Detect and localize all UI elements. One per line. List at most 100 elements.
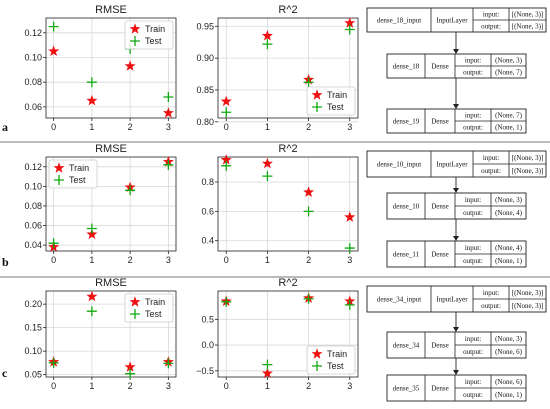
network-c-layer-2-input-shape: (None, 6) — [495, 378, 522, 386]
chart-c-rmse-y-tick-label-0: 0.05 — [24, 370, 42, 380]
chart-b-rmse-title: RMSE — [95, 143, 127, 155]
chart-c-rmse-title: RMSE — [95, 277, 127, 289]
network-b-layer-1-name: dense_10 — [393, 203, 420, 211]
network-b-layer-2-output-shape: (None, 1) — [495, 257, 522, 265]
network-b-layer-0-frame — [366, 150, 547, 178]
network-a-layer-0-input-label: input: — [483, 11, 499, 19]
network-c-layer-1-type: Dense — [431, 342, 449, 350]
network-a-layer-1: dense_18 Dense input: output: (None, 3) (None… — [386, 53, 527, 79]
chart-a-rmse-train-point-3 — [162, 107, 174, 118]
network-a-layer-2-name: dense_19 — [393, 118, 420, 126]
network-b-layer-0-output-label: output: — [481, 167, 501, 175]
chart-a-r2-y-tick-label-0: 0.80 — [196, 117, 214, 127]
network-c-layer-2: dense_35 Dense input: output: (None, 6) (None… — [386, 374, 527, 402]
network-b-layer-1-input-shape: (None, 3) — [495, 196, 522, 204]
chart-a-r2-legend-label-test: Test — [327, 102, 344, 112]
chart-a-rmse-train-point-2 — [124, 60, 136, 71]
network-a-layer-0-name: dense_18_input — [377, 17, 421, 25]
network-a-layer-1-type: Dense — [431, 63, 449, 71]
chart-b-r2-plot-frame — [217, 156, 359, 252]
chart-a-r2-legend: Train Test — [306, 86, 356, 116]
network-b-arrow-head-0 — [453, 188, 459, 193]
chart-b-rmse-test-point-2 — [125, 185, 136, 196]
chart-c-r2-test-point-3 — [344, 299, 355, 310]
chart-b-rmse-y-tick-label-0: 0.04 — [24, 240, 42, 250]
chart-c-r2-x-tick-label-3: 3 — [347, 381, 352, 391]
chart-a-r2: R^2 0 1 2 3 0.80 0.85 0.90 0.95 Train Test — [196, 4, 359, 132]
chart-b-rmse-y-tick-label-2: 0.08 — [24, 201, 42, 211]
chart-c-r2-y-tick-label-1: 0.0 — [201, 340, 214, 350]
chart-b-r2-train-point-0 — [220, 154, 232, 165]
chart-a-rmse-test-point-1 — [86, 77, 97, 88]
chart-c-rmse-x-tick-label-3: 3 — [166, 381, 171, 391]
chart-a-rmse-train-point-0 — [48, 45, 60, 56]
network-c-layer-2-input-label: input: — [465, 378, 481, 386]
chart-a-rmse-title: RMSE — [95, 4, 127, 16]
chart-b-r2-test-point-1 — [262, 171, 273, 182]
network-a-layer-0-output-shape: [(None, 3)] — [512, 23, 544, 31]
chart-c-r2-test-point-0 — [221, 296, 232, 307]
chart-a-r2-legend-marker-test — [312, 102, 322, 112]
chart-b-r2-test-point-3 — [344, 243, 355, 254]
chart-a-rmse-y-tick-label-2: 0.10 — [24, 53, 42, 63]
chart-a-rmse: RMSE 0 1 2 3 0.06 0.08 0.10 0.12 Train Test — [24, 4, 177, 132]
network-a-layer-2-output-label: output: — [463, 124, 483, 132]
chart-c-rmse-legend-marker-train — [129, 296, 141, 307]
chart-a-rmse-x-tick-label-1: 1 — [89, 122, 94, 132]
chart-b-rmse-legend-marker-test — [54, 175, 64, 185]
network-a-arrow-head-0 — [453, 49, 459, 54]
network-a-layer-2-output-shape: (None, 1) — [495, 124, 522, 132]
network-b-layer-0-input-shape: [(None, 3)] — [512, 154, 544, 162]
chart-c-r2-test-point-1 — [262, 359, 273, 370]
chart-b-rmse-legend: Train Test — [48, 159, 98, 189]
network-c-layer-0-input-label: input: — [483, 289, 499, 297]
chart-c-rmse-train-point-2 — [124, 361, 136, 372]
network-diagram-a: dense_18_input InputLayer input: output: [(N… — [366, 7, 547, 134]
chart-b-r2-y-tick-label-1: 0.6 — [201, 206, 214, 216]
chart-a-r2-x-tick-label-2: 2 — [306, 122, 311, 132]
chart-c-rmse-x-tick-label-1: 1 — [89, 381, 94, 391]
chart-c-r2-legend: Train Test — [306, 345, 356, 375]
chart-b-rmse-x-tick-label-3: 3 — [166, 255, 171, 265]
network-a-layer-0: dense_18_input InputLayer input: output: [(N… — [366, 7, 547, 33]
chart-b-r2-y-tick-label-2: 0.8 — [201, 177, 214, 187]
chart-c-rmse-test-point-2 — [125, 368, 136, 379]
network-b-layer-1-type: Dense — [431, 203, 449, 211]
network-a-layer-0-output-label: output: — [481, 23, 501, 31]
chart-a-r2-x-tick-label-0: 0 — [224, 122, 229, 132]
network-a-layer-1-name: dense_18 — [393, 63, 420, 71]
chart-a-rmse-x-tick-label-0: 0 — [51, 122, 56, 132]
chart-c-rmse: RMSE 0 1 2 3 0.05 0.10 0.15 0.20 Train Test — [24, 277, 177, 391]
network-b-layer-0-output-shape: [(None, 3)] — [512, 167, 544, 175]
chart-a-rmse-y-tick-label-0: 0.06 — [24, 102, 42, 112]
network-c-layer-2-name: dense_35 — [393, 385, 420, 393]
network-a-layer-2-type: Dense — [431, 118, 449, 126]
chart-a-rmse-legend-marker-train — [129, 23, 141, 34]
chart-c-rmse-test-point-1 — [86, 306, 97, 317]
chart-a-rmse-legend-marker-test — [130, 36, 140, 46]
chart-a-r2-x-tick-label-3: 3 — [347, 122, 352, 132]
network-b-layer-2-name: dense_11 — [393, 251, 420, 259]
network-c-layer-0-output-label: output: — [481, 302, 501, 310]
chart-c-rmse-plot-frame — [45, 290, 177, 378]
chart-c-r2-legend-marker-test — [312, 361, 322, 371]
network-b-layer-2-input-shape: (None, 4) — [495, 244, 522, 252]
network-c-layer-1-input-shape: (None, 3) — [495, 335, 522, 343]
chart-b-rmse-plot-frame — [45, 156, 177, 252]
chart-c-r2-title: R^2 — [278, 277, 297, 289]
chart-a-rmse-x-tick-label-2: 2 — [128, 122, 133, 132]
network-a-layer-2-input-label: input: — [465, 112, 481, 120]
chart-b-r2-x-tick-label-1: 1 — [265, 255, 270, 265]
network-c-layer-1: dense_34 Dense input: output: (None, 3) (None… — [386, 331, 527, 359]
network-c-layer-1-output-shape: (None, 6) — [495, 348, 522, 356]
chart-b-rmse-y-tick-label-4: 0.12 — [24, 162, 42, 172]
chart-b-rmse-y-tick-label-1: 0.06 — [24, 221, 42, 231]
chart-a-r2-test-point-2 — [303, 77, 314, 88]
network-b-layer-1-output-label: output: — [463, 209, 483, 217]
chart-a-rmse-train-point-1 — [86, 94, 98, 106]
network-a-layer-0-input-shape: [(None, 3)] — [512, 11, 544, 19]
chart-a-rmse-x-tick-label-3: 3 — [166, 122, 171, 132]
chart-b-rmse-test-point-1 — [86, 223, 97, 234]
chart-a-r2-title: R^2 — [278, 4, 297, 16]
